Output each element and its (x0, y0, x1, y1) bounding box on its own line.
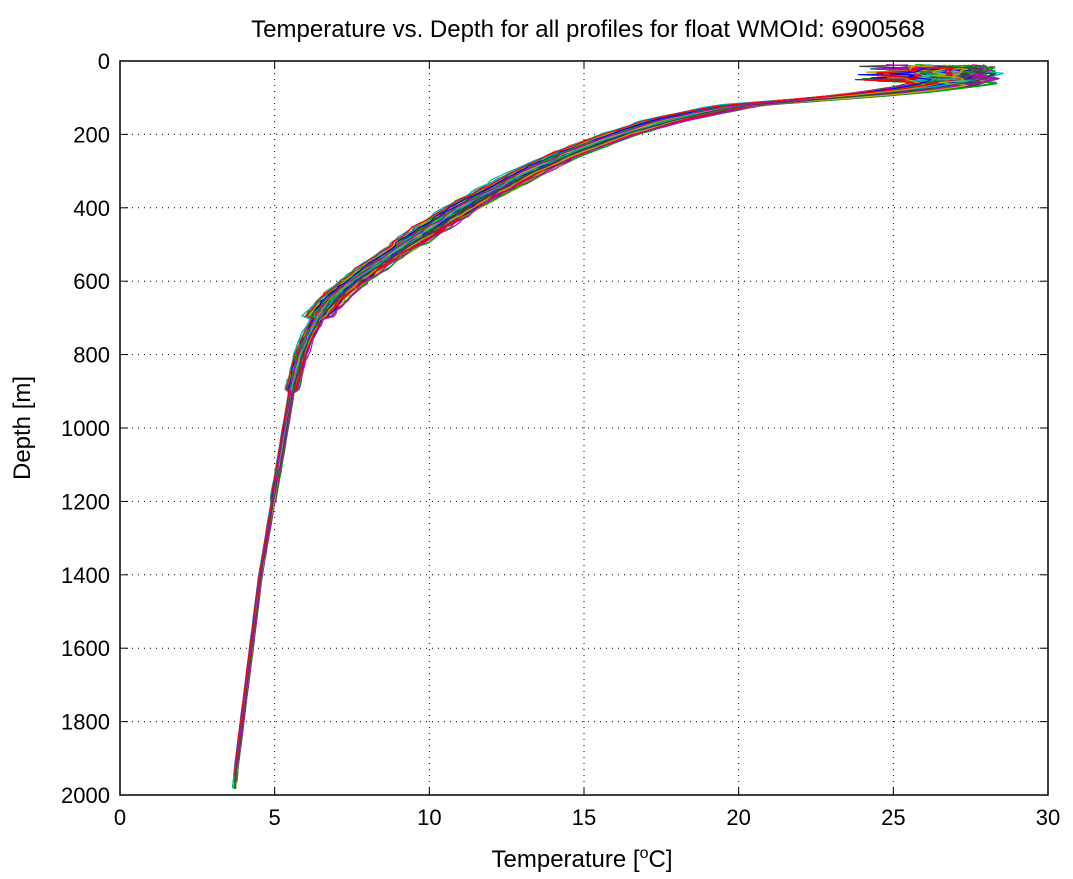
profile-line (234, 69, 999, 775)
y-tick-label: 1600 (61, 636, 110, 661)
x-tick-label: 20 (726, 805, 750, 830)
profile-line (233, 66, 961, 775)
y-tick-label: 1400 (61, 563, 110, 588)
profiles-layer (231, 64, 1004, 789)
y-tick-label: 600 (73, 269, 110, 294)
x-axis-label-main: Temperature [ (492, 846, 640, 873)
y-tick-label: 1200 (61, 489, 110, 514)
x-tick-label: 10 (417, 805, 441, 830)
x-tick-label: 5 (269, 805, 281, 830)
y-tick-label: 1800 (61, 710, 110, 735)
y-tick-label: 200 (73, 122, 110, 147)
x-tick-label: 30 (1036, 805, 1060, 830)
y-tick-label: 1000 (61, 416, 110, 441)
x-axis-label-superscript: o (640, 845, 649, 862)
y-tick-label: 800 (73, 343, 110, 368)
ticks-layer: 0 5 10 15 20 25 30 0 200 400 600 800 1000 1200 1400 160… (61, 49, 1060, 830)
x-tick-label: 15 (572, 805, 596, 830)
y-tick-label: 0 (98, 49, 110, 74)
x-tick-label: 0 (114, 805, 126, 830)
profile-line (234, 65, 997, 783)
y-tick-label: 2000 (61, 783, 110, 808)
x-axis-label: Temperature [oC] (492, 845, 673, 873)
y-axis-label: Depth [m] (9, 376, 36, 480)
x-tick-label: 25 (881, 805, 905, 830)
y-tick-label: 400 (73, 196, 110, 221)
x-axis-label-end: C] (648, 846, 672, 873)
grid-layer (120, 61, 1048, 795)
chart-title: Temperature vs. Depth for all profiles f… (251, 16, 925, 43)
